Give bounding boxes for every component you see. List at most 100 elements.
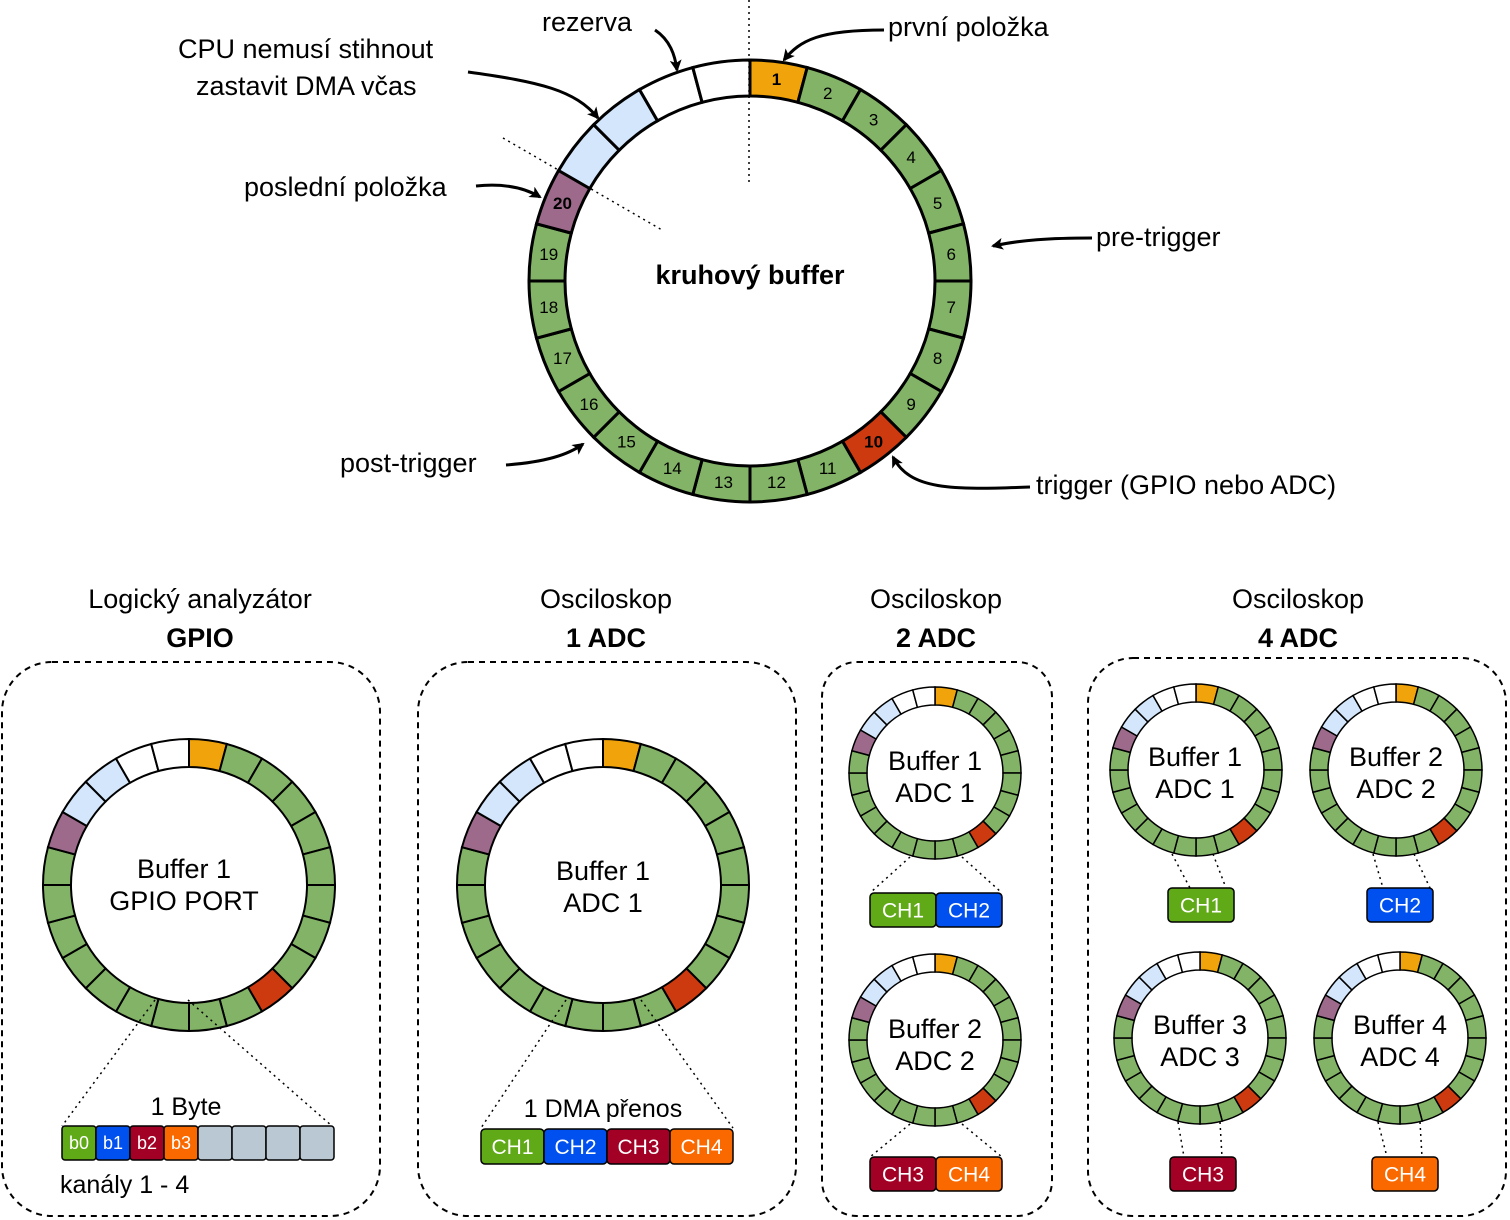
trigger-label: trigger (GPIO nebo ADC): [1036, 470, 1336, 500]
p4-buffer4-line2: ADC 4: [1360, 1042, 1440, 1072]
gpio-buffer-ring: [41, 737, 337, 1033]
ring-segment-number: 11: [819, 459, 837, 478]
ring-segment-number: 2: [823, 84, 832, 103]
panel2-title: Osciloskop: [540, 584, 672, 614]
p3-buffer2-line2: ADC 2: [895, 1046, 975, 1076]
ring-segment: [1109, 769, 1132, 794]
p3-buffer2-line1: Buffer 2: [888, 1014, 982, 1044]
ring-segment: [715, 845, 751, 886]
ring-segment-number: 13: [714, 473, 733, 492]
panel3-subtitle: 2 ADC: [896, 623, 976, 653]
p3-buffer1-ring: [848, 686, 1022, 860]
buffer-end-divider: [502, 137, 663, 231]
ring-segment: [934, 837, 959, 860]
p3-buffer2-ring: [848, 953, 1022, 1127]
ring-segment: [848, 772, 871, 797]
ring-segment: [455, 884, 491, 925]
ring-segment: [1313, 1037, 1336, 1062]
byte-bit-label: b3: [171, 1133, 191, 1153]
ring-segment-number: 4: [906, 148, 915, 167]
p4-buffer3-ring: [1113, 951, 1287, 1125]
ring-segment-number: 17: [553, 349, 572, 368]
first-item-arrow: [782, 28, 885, 62]
post-trigger-arrow: [505, 442, 585, 467]
channel-chip: [935, 892, 1003, 928]
trigger-arrow: [891, 455, 1031, 490]
panel-4adc-frame: [1087, 657, 1507, 1217]
p4-buffer2-line2: ADC 2: [1356, 774, 1436, 804]
channel-chip-label: CH1: [491, 1136, 533, 1159]
channel-chip: [935, 1156, 1003, 1192]
p4-buffer3-line1: Buffer 3: [1153, 1010, 1247, 1040]
panel-2adc-frame: [821, 661, 1053, 1217]
ring-segment: [1460, 746, 1483, 771]
pre-trigger-label: pre-trigger: [1096, 222, 1221, 252]
p4-buffer4-line1: Buffer 4: [1353, 1010, 1447, 1040]
panel4-title: Osciloskop: [1232, 584, 1364, 614]
p4-buffer4-ring: [1313, 951, 1487, 1125]
ring-segment-number: 18: [539, 298, 558, 317]
byte-bit-cell: [231, 1125, 267, 1161]
ring-segment: [188, 997, 229, 1033]
ring-segment-number: 3: [869, 110, 878, 129]
channel-chip-label: CH3: [882, 1164, 924, 1187]
p4-buffer1-line1: Buffer 1: [1148, 742, 1242, 772]
ring-segment: [690, 58, 752, 105]
ring-segment: [1309, 769, 1332, 794]
ring-segment: [1372, 683, 1397, 706]
last-item-arrow: [475, 183, 542, 199]
byte-bit-label: b1: [103, 1133, 123, 1153]
ring-segment-number: 8: [933, 349, 942, 368]
byte-bit-label: b2: [137, 1133, 157, 1153]
last-item-label: poslední položka: [244, 172, 448, 202]
p3-buffer1-line2: ADC 1: [895, 778, 975, 808]
channel-chip-label: CH1: [1180, 895, 1222, 918]
ring-segment: [1260, 746, 1283, 771]
panel4-subtitle: 4 ADC: [1258, 623, 1338, 653]
ring-segment-number: 9: [906, 395, 915, 414]
ring-segment: [934, 1104, 959, 1127]
ring-segment-number: 15: [617, 433, 636, 452]
post-trigger-label: post-trigger: [340, 448, 477, 478]
ring-segment: [848, 1039, 871, 1064]
byte-bit-cell: [299, 1125, 335, 1161]
byte-bit-cell: [197, 1125, 233, 1161]
adc1-buffer-ring: [455, 737, 751, 1033]
p4-buffer1-ring: [1109, 683, 1283, 857]
cpu-label-line1: CPU nemusí stihnout: [178, 34, 434, 64]
reserve-arrow: [654, 28, 682, 72]
ring-segment: [911, 953, 936, 976]
pre-trigger-arrow: [991, 236, 1093, 250]
byte-bit-label: b0: [69, 1133, 89, 1153]
channel-chip-label: CH2: [948, 900, 990, 923]
p4-buffer3-line2: ADC 3: [1160, 1042, 1240, 1072]
channel-chip: [669, 1128, 734, 1165]
byte-bits: b0 b1 b2 b3: [61, 1125, 335, 1161]
adc1-buffer-line2: ADC 1: [563, 888, 643, 918]
ring-segment: [602, 997, 643, 1033]
ring-segment: [1399, 1102, 1424, 1125]
ring-segment: [1464, 1014, 1487, 1039]
panel-gpio-frame: [1, 661, 381, 1217]
panel1-title: Logický analyzátor: [88, 584, 312, 614]
ring-segment-number: 10: [864, 433, 883, 452]
ring-segment-number: 1: [772, 70, 781, 89]
ring-segment: [1113, 1037, 1136, 1062]
ring-segment: [911, 686, 936, 709]
p3-buffer1-line1: Buffer 1: [888, 746, 982, 776]
channel-chip: [1169, 1156, 1237, 1192]
channel-chip: [1371, 1156, 1439, 1192]
ring-segment: [1195, 834, 1220, 857]
ring-segment: [301, 845, 337, 886]
channel-chips: CH1 CH2 CH3 CH4 CH1 CH2 CH3 CH4 CH1 CH2 CH3 CH4: [480, 887, 1439, 1192]
reserve-label: rezerva: [542, 7, 633, 37]
ring-segment-number: 7: [947, 298, 956, 317]
adc1-buffer-line1: Buffer 1: [556, 856, 650, 886]
ring-segment: [1395, 834, 1420, 857]
ring-segment: [563, 737, 604, 773]
channel-chip-label: CH3: [617, 1136, 659, 1159]
gpio-buffer-line2: GPIO PORT: [109, 886, 259, 916]
byte-label: 1 Byte: [151, 1093, 222, 1121]
ring-segment: [999, 749, 1022, 774]
